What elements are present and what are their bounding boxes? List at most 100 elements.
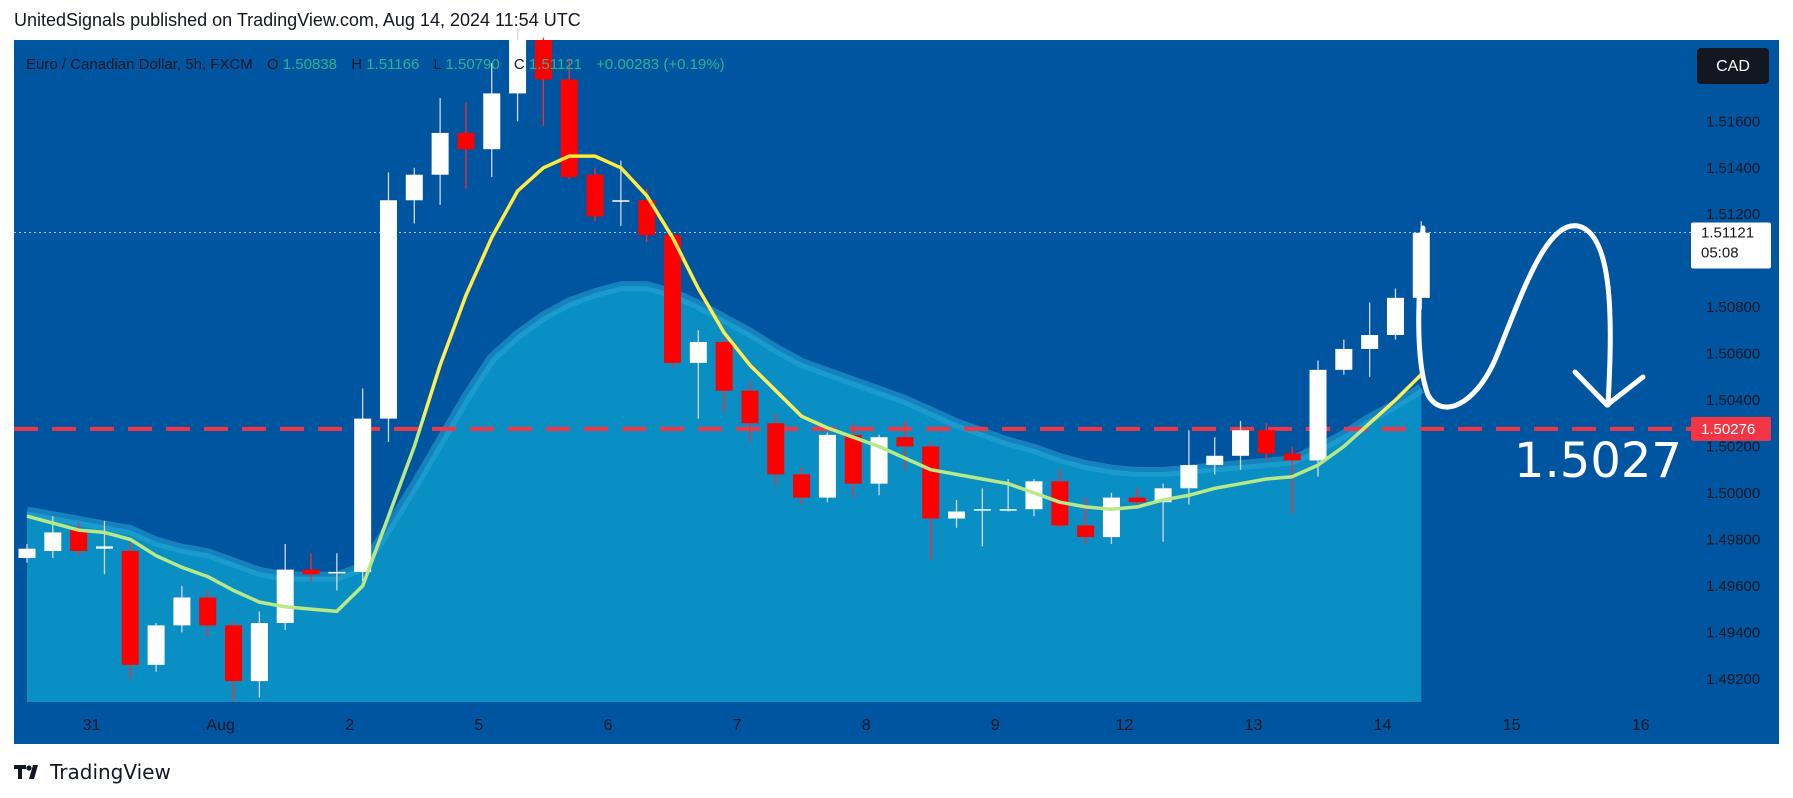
candle[interactable]	[328, 553, 346, 591]
time-tick-label: 6	[603, 717, 612, 734]
candle-body	[173, 597, 191, 626]
candle[interactable]	[18, 544, 36, 563]
tradingview-logo-icon	[14, 765, 38, 779]
price-tick-label: 1.50800	[1706, 299, 1760, 316]
candle[interactable]	[1335, 339, 1353, 375]
legend-symbol: Euro / Canadian Dollar, 5h, FXCM	[26, 56, 253, 73]
candle-body	[948, 511, 966, 519]
candle-body	[1257, 430, 1275, 454]
candle[interactable]	[250, 611, 268, 698]
candle-body	[741, 390, 759, 424]
candle[interactable]	[1386, 288, 1404, 340]
candle[interactable]	[560, 58, 578, 180]
candle[interactable]	[1180, 430, 1198, 505]
candle-body	[638, 200, 656, 236]
candle[interactable]	[534, 37, 552, 126]
candle[interactable]	[1128, 488, 1146, 505]
candle[interactable]	[689, 330, 707, 419]
legend-l: 1.50790	[445, 56, 499, 73]
time-tick-label: 9	[991, 717, 1000, 734]
candle[interactable]	[767, 413, 785, 486]
candle[interactable]	[95, 520, 113, 575]
price-tick-label: 1.50200	[1706, 438, 1760, 455]
candle[interactable]	[715, 337, 733, 412]
candle-body	[483, 93, 501, 150]
time-tick-label: 15	[1503, 717, 1521, 734]
candle-body	[1180, 465, 1198, 489]
candle-body	[121, 551, 139, 665]
legend-o-label: O	[267, 56, 279, 73]
candle[interactable]	[1257, 423, 1275, 461]
candle-body	[1309, 369, 1327, 461]
candle[interactable]	[379, 172, 397, 442]
candle[interactable]	[431, 98, 449, 205]
price-tick-label: 1.49800	[1706, 531, 1760, 548]
price-chart[interactable]: 31 Aug 2 5 6 7 8 9 12 13 14 15 16 1.516001.514001.51…	[0, 0, 1793, 750]
candle[interactable]	[1025, 479, 1043, 517]
candle[interactable]	[1102, 492, 1120, 545]
level-price-label: 1.50276	[1701, 421, 1755, 438]
candle[interactable]	[922, 441, 940, 561]
candle[interactable]	[664, 232, 681, 368]
candle-body	[1386, 297, 1404, 335]
candle[interactable]	[1361, 302, 1379, 377]
forecast-arrow	[1416, 223, 1613, 410]
price-tick-label: 1.51600	[1706, 113, 1760, 130]
candle[interactable]	[896, 420, 914, 470]
price-tick-label: 1.50000	[1706, 485, 1760, 502]
candle[interactable]	[276, 544, 294, 630]
candle[interactable]	[483, 63, 501, 178]
countdown-label: 05:08	[1701, 245, 1739, 262]
candle-body	[973, 509, 991, 511]
candle[interactable]	[1232, 420, 1250, 470]
candle[interactable]	[793, 467, 811, 505]
candle[interactable]	[1309, 360, 1327, 477]
price-axis: 1.51600 1.51400 1.51200 1.50800 1.50600 1.504…	[1706, 113, 1760, 687]
candle-body	[818, 434, 836, 498]
price-tick-label: 1.51200	[1706, 206, 1760, 223]
candle[interactable]	[973, 488, 991, 547]
time-tick-label: 12	[1115, 717, 1133, 734]
candle[interactable]	[121, 539, 139, 679]
candle[interactable]	[1206, 437, 1224, 475]
currency-button[interactable]: CAD	[1697, 48, 1769, 84]
candle-body	[199, 597, 217, 626]
price-tick-label: 1.50600	[1706, 346, 1760, 363]
candle[interactable]	[1283, 446, 1301, 514]
candle-body	[44, 532, 62, 552]
time-tick-label: 2	[345, 717, 354, 734]
candle-body	[767, 423, 785, 475]
price-tick-label: 1.49200	[1706, 671, 1760, 688]
arrow-head-icon	[1572, 369, 1646, 408]
time-tick-label: 14	[1374, 717, 1392, 734]
candle-body	[18, 548, 36, 558]
candle-body	[1128, 497, 1146, 503]
candle[interactable]	[302, 553, 320, 582]
candle-body	[922, 446, 940, 519]
candle[interactable]	[147, 623, 165, 672]
candle-body	[70, 530, 88, 552]
current-price-label: 1.51121	[1701, 225, 1754, 242]
candle[interactable]	[509, 28, 527, 122]
candle-body	[1232, 430, 1250, 456]
candle[interactable]	[586, 167, 604, 222]
current-price-tag: 1.51121 05:08	[1691, 222, 1771, 269]
time-tick-label: 13	[1245, 717, 1263, 734]
time-axis: 31 Aug 2 5 6 7 8 9 12 13 14 15 16	[83, 717, 1650, 734]
price-tick-label: 1.49400	[1706, 624, 1760, 641]
candle[interactable]	[405, 167, 423, 224]
candle-body	[1206, 455, 1224, 466]
candle[interactable]	[199, 590, 217, 637]
candle[interactable]	[173, 585, 191, 633]
candle[interactable]	[457, 102, 475, 189]
candle[interactable]	[354, 388, 372, 582]
price-tick-label: 1.49600	[1706, 578, 1760, 595]
candle-body	[328, 571, 346, 574]
candle[interactable]	[612, 160, 630, 226]
candle-body	[509, 40, 527, 94]
candle[interactable]	[948, 499, 966, 528]
candle[interactable]	[741, 381, 759, 442]
candle[interactable]	[818, 432, 836, 503]
candle-body	[664, 235, 681, 363]
candle[interactable]	[225, 620, 243, 702]
